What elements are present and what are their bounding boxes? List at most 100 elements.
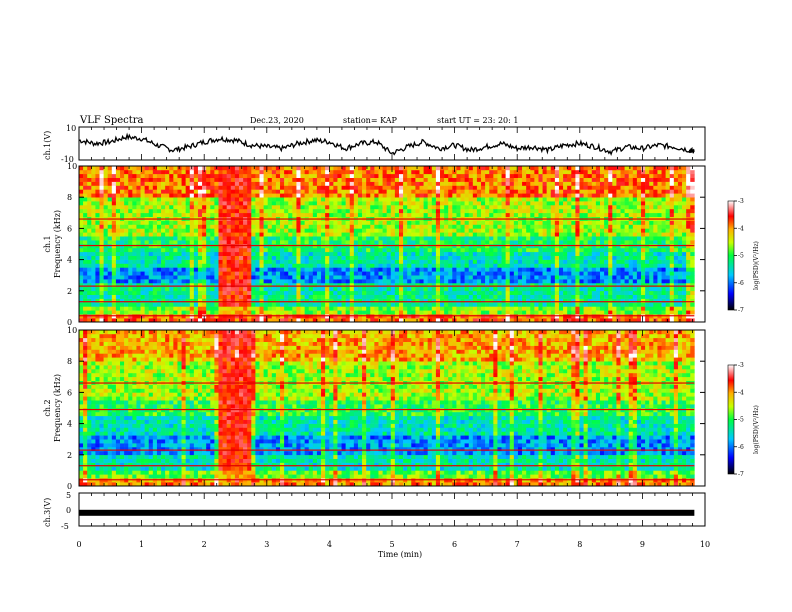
spectrogram-cell [472, 173, 478, 178]
spectrogram-cell [136, 224, 141, 229]
spectrogram-cell [550, 247, 556, 253]
spectrogram-cell [333, 166, 338, 171]
spectrogram-cell [517, 224, 523, 229]
spectrogram-cell [522, 294, 527, 299]
spectrogram-cell [120, 318, 125, 323]
spectrogram-cell [99, 279, 104, 284]
spectrogram-cell [349, 228, 355, 233]
spectrogram-cell [460, 283, 465, 288]
spectrogram-cell [481, 255, 486, 260]
spectrogram-cell [476, 228, 482, 233]
spectrogram-cell [243, 271, 248, 276]
spectrogram-cell [563, 201, 568, 206]
spectrogram-cell [132, 201, 137, 206]
spectrogram-cell [284, 189, 289, 194]
spectrogram-cell [103, 263, 109, 268]
spectrogram-cell [497, 197, 502, 202]
spectrogram-cell [509, 255, 515, 260]
spectrogram-cell [206, 166, 211, 171]
spectrogram-cell [210, 193, 215, 198]
spectrogram-cell [575, 294, 580, 299]
spectrogram-cell [161, 259, 166, 264]
spectrogram-cell [345, 298, 351, 303]
spectrogram-cell [259, 201, 264, 206]
spectrogram-cell [128, 189, 133, 194]
spectrogram-cell [185, 271, 191, 276]
spectrogram-cell [407, 259, 412, 264]
spectrogram-cell [111, 173, 117, 178]
spectrogram-cell [79, 228, 84, 233]
spectrogram-cell [485, 279, 490, 284]
spectrogram-cell [226, 251, 232, 256]
spectrogram-cell [493, 306, 498, 311]
spectrogram-cell [423, 290, 428, 295]
spectrogram-cell [575, 193, 580, 198]
spectrogram-cell [316, 310, 322, 315]
spectrogram-cell [444, 283, 449, 288]
spectrogram-cell [181, 279, 186, 284]
spectrogram-cell [140, 298, 145, 303]
spectrogram-cell [214, 177, 219, 182]
spectrogram-cell [341, 298, 346, 303]
spectrogram-cell [267, 197, 273, 202]
spectrogram-cell [403, 224, 408, 229]
spectrogram-cell [280, 267, 285, 272]
spectrogram-cell [522, 185, 527, 190]
spectrogram-cell [325, 193, 330, 198]
spectrogram-cell [259, 275, 264, 280]
spectrogram-cell [312, 181, 318, 186]
spectrogram-cell [206, 181, 211, 186]
spectrogram-cell [333, 263, 338, 268]
spectrogram-cell [161, 318, 166, 323]
spectrogram-cell [308, 232, 314, 237]
spectrogram-cell [316, 212, 322, 217]
spectrogram-cell [259, 232, 264, 237]
spectrogram-cell [189, 208, 195, 214]
spectrogram-cell [267, 240, 273, 245]
spectrogram-cell [550, 228, 556, 233]
spectrogram-cell [509, 306, 515, 311]
spectrogram-cell [214, 208, 219, 214]
spectrogram-cell [238, 279, 244, 284]
spectrogram-cell [280, 279, 285, 284]
spectrogram-cell [189, 298, 195, 303]
spectrogram-cell [522, 212, 527, 217]
spectrogram-cell [226, 205, 232, 210]
spectrogram-cell [275, 236, 281, 241]
spectrogram-cell [238, 228, 244, 233]
spectrogram-cell [189, 185, 195, 190]
spectrogram-cell [316, 189, 322, 194]
spectrogram-cell [173, 197, 178, 202]
spectrogram-cell [181, 236, 186, 241]
spectrogram-cell [440, 271, 445, 276]
spectrogram-cell [79, 263, 84, 268]
spectrogram-cell [558, 263, 564, 268]
spectrogram-cell [374, 181, 379, 186]
spectrogram-cell [440, 310, 445, 315]
spectrogram-cell [189, 193, 195, 198]
spectrogram-cell [156, 220, 162, 225]
spectrogram-cell [538, 169, 543, 175]
spectrogram-cell [91, 193, 96, 198]
spectrogram-cell [567, 290, 572, 295]
spectrogram-cell [173, 220, 178, 225]
spectrogram-cell [156, 201, 162, 206]
spectrogram-cell [493, 224, 498, 229]
spectrogram-cell [308, 259, 314, 264]
spectrogram-cell [575, 283, 580, 288]
spectrogram-cell [87, 294, 92, 299]
spectrogram-cell [452, 298, 457, 303]
spectrogram-cell [370, 181, 375, 186]
spectrogram-cell [505, 169, 511, 175]
spectrogram-cell [263, 193, 269, 198]
spectrogram-cell [280, 208, 285, 214]
spectrogram-cell [558, 294, 564, 299]
spectrogram-cell [415, 283, 420, 288]
spectrogram-cell [243, 185, 248, 190]
spectrogram-cell [107, 279, 113, 284]
spectrogram-cell [222, 290, 227, 295]
spectrogram-cell [83, 236, 88, 241]
spectrogram-cell [87, 193, 92, 198]
spectrogram-cell [382, 286, 387, 292]
spectrogram-cell [296, 247, 301, 253]
